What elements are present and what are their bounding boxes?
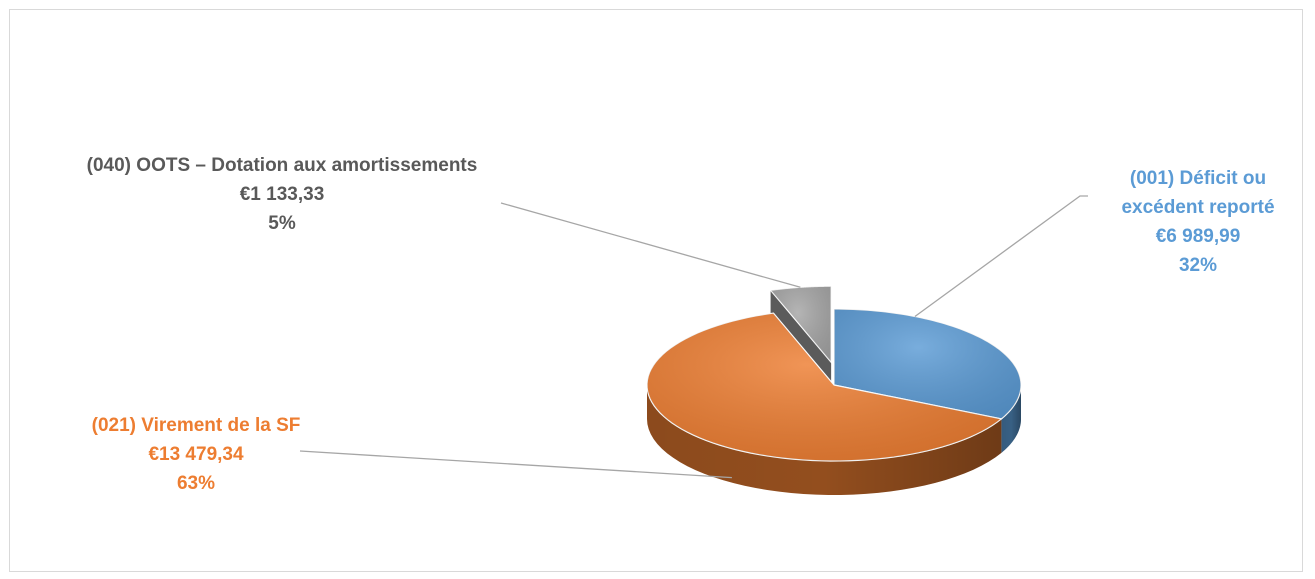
data-label-040-value: €1 133,33 — [239, 184, 325, 205]
pie-slice-gloss-1 — [647, 313, 1002, 461]
leader-line-0 — [914, 195, 1088, 318]
pie-slice-gloss-2 — [770, 286, 832, 363]
pie-slice-side-shade-1 — [647, 385, 1002, 495]
data-label-040: (040) OOTS – Dotation aux amortissements… — [22, 151, 542, 238]
data-label-040-percent: 5% — [268, 213, 296, 234]
data-label-021: (021) Virement de la SF €13 479,34 63% — [48, 411, 344, 498]
chart-frame — [9, 9, 1303, 572]
data-label-021-line-1: (021) Virement de la SF — [91, 415, 301, 436]
data-label-001: (001) Déficit ou excédent reporté €6 989… — [1080, 164, 1315, 280]
data-label-001-line-2: excédent reporté — [1121, 197, 1275, 218]
data-label-001-percent: 32% — [1178, 255, 1218, 276]
data-label-021-percent: 63% — [176, 473, 216, 494]
data-label-001-line-1: (001) Déficit ou — [1129, 168, 1267, 189]
leader-line-1 — [299, 450, 732, 479]
data-label-001-value: €6 989,99 — [1155, 226, 1241, 247]
data-label-021-value: €13 479,34 — [148, 444, 244, 465]
pie-slice-side-shade-0 — [1001, 385, 1021, 453]
leader-line-2 — [500, 202, 801, 288]
pie-slice-gloss-0 — [834, 309, 1021, 419]
data-label-040-line-1: (040) OOTS – Dotation aux amortissements — [86, 155, 478, 176]
